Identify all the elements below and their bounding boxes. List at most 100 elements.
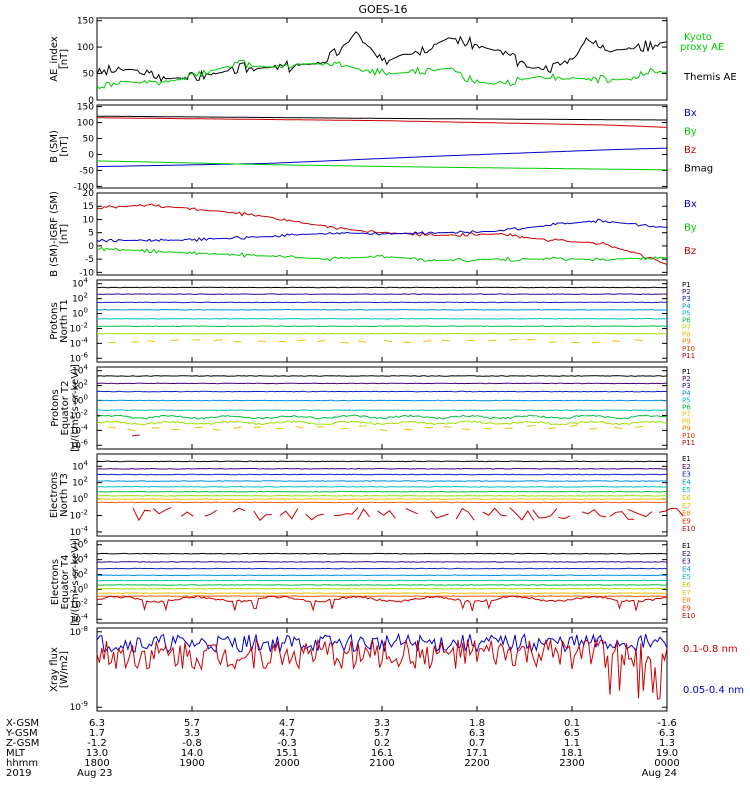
y-tick-label: 0 — [88, 242, 94, 252]
y-axis-label: B (SM)-IGRF (SM) — [49, 191, 60, 277]
series-line — [96, 420, 668, 426]
series-segment — [297, 339, 306, 342]
series-line — [97, 561, 668, 563]
series-line — [96, 460, 667, 463]
x-tick-label: 1.7 — [89, 728, 105, 739]
series-segment — [441, 339, 450, 342]
channel-label: E2 — [682, 550, 691, 558]
channel-label: E7 — [682, 589, 691, 597]
y-tick-label: 50 — [83, 70, 95, 80]
series-segment — [194, 426, 204, 429]
series-line — [96, 574, 668, 577]
legend-label: 0.1-0.8 nm — [683, 644, 738, 655]
channel-label: P6 — [682, 316, 691, 324]
channel-label: E5 — [682, 486, 691, 494]
channel-label: P1 — [682, 281, 691, 289]
x-tick-label: 0.7 — [469, 738, 485, 749]
series-line — [96, 467, 668, 470]
y-tick-label: 10-2 — [70, 321, 88, 334]
y-tick-label: 10 — [83, 215, 95, 225]
series-line — [96, 31, 668, 83]
y-axis-label: [nT] — [59, 49, 70, 69]
series-segment — [305, 513, 324, 521]
y-axis-label: North T3 — [59, 473, 70, 517]
series-segment — [317, 340, 326, 343]
y-tick-label: 20 — [83, 189, 95, 199]
y-axis-label: Electrons — [50, 559, 61, 605]
panel-bigrf: 20 15 10 5 0 -5 -10 B (SM)-IGRF (SM) [nT] Bx By Bz — [49, 189, 697, 278]
y-axis-label: [nT] — [59, 224, 70, 244]
series-line — [96, 584, 668, 586]
channel-label: P3 — [682, 382, 691, 390]
x-tick-label: 13.0 — [86, 748, 108, 759]
series-line — [96, 218, 668, 243]
x-tick-label: 15.1 — [276, 748, 298, 759]
y-tick-label: 15 — [83, 202, 94, 212]
series-line — [96, 203, 668, 265]
x-tick-label: 19.0 — [656, 748, 678, 759]
series-line — [96, 301, 668, 304]
x-tick-label: 3.3 — [374, 718, 390, 729]
series-line — [96, 632, 668, 653]
legend-label: Bz — [684, 145, 696, 156]
series-line — [96, 414, 668, 420]
series-line — [96, 332, 667, 335]
series-segment — [181, 511, 194, 517]
series-segment — [358, 425, 367, 427]
x-row-label: MLT — [6, 748, 26, 759]
channel-label: P7 — [682, 324, 691, 332]
series-segment — [204, 509, 217, 517]
legend-label: Themis AE — [683, 72, 737, 83]
x-row-label: X-GSM — [6, 718, 39, 729]
legend-label: 0.05-0.4 nm — [683, 685, 744, 696]
channel-label: E8 — [682, 597, 691, 605]
x-tick-label: 6.3 — [89, 718, 105, 729]
x-tick-label: 0.1 — [564, 718, 580, 729]
panel-bsm: 150 100 50 0 -50 -100 B (SM) [nT] Bx By Bz Bmag — [49, 103, 713, 193]
series-segment — [107, 426, 116, 429]
series-line — [96, 473, 668, 476]
series-line — [97, 587, 667, 590]
legend-label: Bx — [684, 199, 697, 210]
series-segment — [462, 428, 471, 431]
channel-label: E9 — [682, 604, 691, 612]
y-tick-label: 100 — [77, 43, 94, 53]
series-segment — [358, 340, 367, 343]
series-line — [96, 246, 668, 263]
series-segment — [627, 508, 653, 518]
y-axis-label: Equator T4 — [60, 555, 71, 610]
x-tick-label: 14.0 — [181, 748, 203, 759]
series-segment — [532, 508, 558, 519]
y-tick-label: 10-9 — [70, 700, 88, 713]
series-line — [96, 595, 668, 612]
series-segment — [214, 339, 223, 342]
y-tick-label: -50 — [79, 166, 94, 176]
x-tick-label: 6.5 — [564, 728, 580, 739]
series-line — [97, 115, 667, 121]
x-tick-label: Aug 23 — [77, 768, 112, 779]
x-tick-label: 0.2 — [374, 738, 390, 749]
series-line — [97, 325, 668, 328]
x-tick-label: -0.3 — [277, 738, 297, 749]
channel-label: E1 — [682, 542, 691, 550]
channel-label: P2 — [682, 375, 691, 383]
series-segment — [279, 508, 299, 520]
series-line — [96, 308, 668, 311]
y-tick-label: 104 — [72, 277, 88, 290]
y-tick-label: -10 — [79, 268, 94, 278]
channel-label: E3 — [682, 471, 691, 479]
x-tick-label: 5.7 — [184, 718, 200, 729]
series-segment — [423, 340, 432, 342]
channel-label: E8 — [682, 510, 691, 518]
x-tick-label: 1.1 — [564, 738, 580, 749]
series-segment — [569, 424, 579, 427]
channel-label: P11 — [682, 439, 695, 447]
legend-label: Bx — [684, 108, 697, 119]
x-row-label: hhmm — [6, 758, 38, 769]
legend-label: By — [684, 222, 697, 233]
channel-label: P10 — [682, 345, 695, 353]
channel-label: E6 — [682, 581, 691, 589]
